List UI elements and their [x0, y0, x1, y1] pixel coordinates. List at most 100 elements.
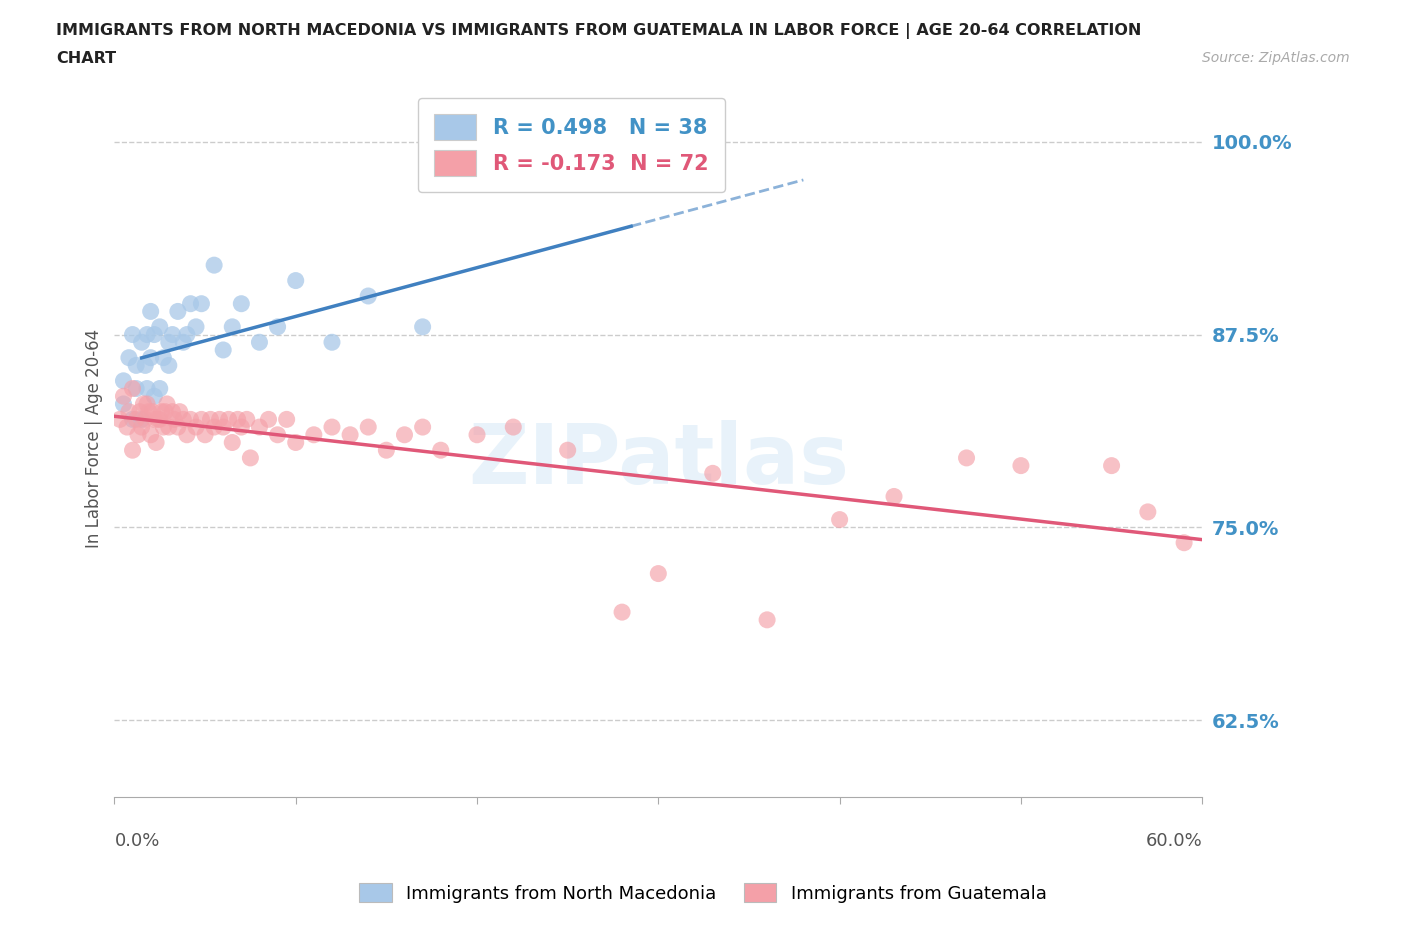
Point — [194, 428, 217, 443]
Point — [139, 351, 162, 365]
Point — [1173, 536, 1195, 551]
Point — [218, 412, 240, 427]
Point — [152, 419, 174, 434]
Point — [157, 335, 180, 350]
Point — [172, 412, 194, 427]
Point — [163, 412, 186, 427]
Point — [955, 450, 977, 465]
Point — [153, 405, 176, 419]
Point — [131, 412, 153, 427]
Point — [150, 405, 173, 419]
Point — [121, 327, 143, 342]
Point — [339, 428, 361, 443]
Point — [139, 304, 162, 319]
Point — [394, 428, 416, 443]
Point — [236, 412, 259, 427]
Point — [231, 297, 253, 312]
Point — [125, 381, 148, 396]
Point — [756, 612, 779, 627]
Point — [357, 419, 380, 434]
Text: 60.0%: 60.0% — [1146, 832, 1202, 850]
Point — [231, 419, 253, 434]
Point — [143, 327, 166, 342]
Point — [176, 327, 198, 342]
Point — [167, 419, 190, 434]
Point — [557, 443, 579, 458]
Point — [221, 435, 243, 450]
Point — [249, 335, 271, 350]
Point — [121, 381, 143, 396]
Point — [375, 443, 398, 458]
Point — [221, 319, 243, 334]
Point — [249, 419, 271, 434]
Point — [502, 419, 524, 434]
Point — [184, 419, 207, 434]
Point — [118, 351, 141, 365]
Point — [149, 381, 172, 396]
Point — [176, 428, 198, 443]
Point — [134, 358, 156, 373]
Point — [266, 428, 288, 443]
Point — [180, 297, 202, 312]
Point — [108, 412, 131, 427]
Point — [239, 450, 262, 465]
Point — [132, 396, 155, 411]
Point — [321, 419, 343, 434]
Point — [169, 405, 191, 419]
Point — [208, 412, 231, 427]
Point — [284, 273, 307, 288]
Point — [1136, 504, 1159, 519]
Point — [162, 327, 184, 342]
Point — [112, 396, 135, 411]
Point — [156, 396, 179, 411]
Point — [702, 466, 724, 481]
Point — [200, 412, 222, 427]
Point — [157, 419, 180, 434]
Point — [125, 358, 148, 373]
Point — [167, 304, 190, 319]
Point — [257, 412, 280, 427]
Point — [276, 412, 298, 427]
Point — [131, 335, 153, 350]
Point — [138, 405, 160, 419]
Point — [121, 412, 143, 427]
Point — [212, 419, 235, 434]
Point — [429, 443, 451, 458]
Point — [412, 419, 434, 434]
Point — [180, 412, 202, 427]
Point — [190, 412, 212, 427]
Point — [128, 405, 150, 419]
Point — [146, 412, 169, 427]
Point — [112, 389, 135, 404]
Point — [610, 604, 633, 619]
Point — [136, 327, 159, 342]
Point — [321, 335, 343, 350]
Point — [284, 435, 307, 450]
Text: ZIPatlas: ZIPatlas — [468, 419, 849, 500]
Point — [121, 443, 143, 458]
Point — [1010, 458, 1032, 473]
Point — [141, 405, 163, 419]
Legend: Immigrants from North Macedonia, Immigrants from Guatemala: Immigrants from North Macedonia, Immigra… — [350, 874, 1056, 911]
Point — [357, 288, 380, 303]
Text: IMMIGRANTS FROM NORTH MACEDONIA VS IMMIGRANTS FROM GUATEMALA IN LABOR FORCE | AG: IMMIGRANTS FROM NORTH MACEDONIA VS IMMIG… — [56, 23, 1142, 39]
Point — [212, 342, 235, 357]
Point — [1101, 458, 1123, 473]
Y-axis label: In Labor Force | Age 20-64: In Labor Force | Age 20-64 — [86, 329, 103, 548]
Point — [136, 381, 159, 396]
Point — [883, 489, 905, 504]
Point — [266, 319, 288, 334]
Point — [302, 428, 325, 443]
Point — [143, 412, 166, 427]
Legend: R = 0.498   N = 38, R = -0.173  N = 72: R = 0.498 N = 38, R = -0.173 N = 72 — [418, 98, 725, 193]
Point — [145, 435, 167, 450]
Point — [465, 428, 488, 443]
Point — [118, 405, 141, 419]
Point — [172, 335, 194, 350]
Point — [136, 396, 159, 411]
Point — [412, 319, 434, 334]
Point — [226, 412, 249, 427]
Point — [139, 428, 162, 443]
Point — [112, 373, 135, 388]
Text: 0.0%: 0.0% — [114, 832, 160, 850]
